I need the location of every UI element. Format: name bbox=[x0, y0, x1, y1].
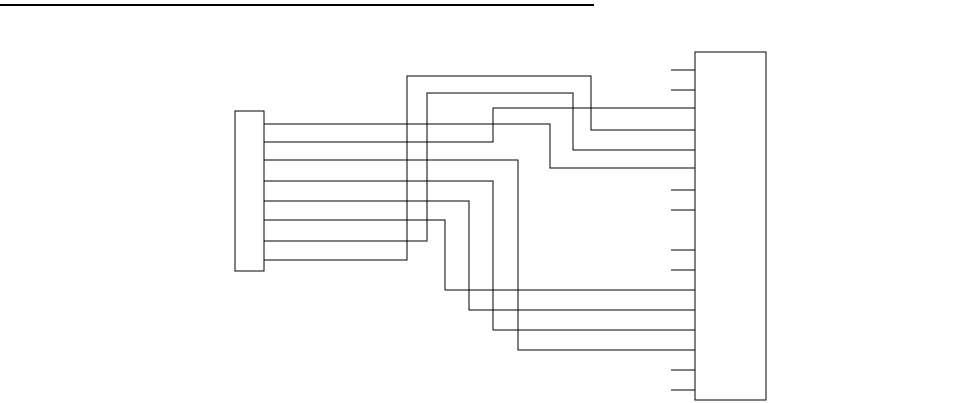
wire bbox=[264, 219, 695, 291]
wires bbox=[264, 75, 695, 351]
wire bbox=[264, 123, 695, 169]
stubs bbox=[671, 69, 695, 391]
wire bbox=[264, 159, 695, 351]
wire bbox=[264, 107, 695, 143]
wire bbox=[264, 180, 695, 331]
wire bbox=[264, 92, 695, 242]
wire bbox=[264, 200, 695, 311]
left-connector bbox=[234, 110, 265, 272]
right-connector bbox=[694, 51, 767, 401]
wire bbox=[264, 75, 695, 261]
